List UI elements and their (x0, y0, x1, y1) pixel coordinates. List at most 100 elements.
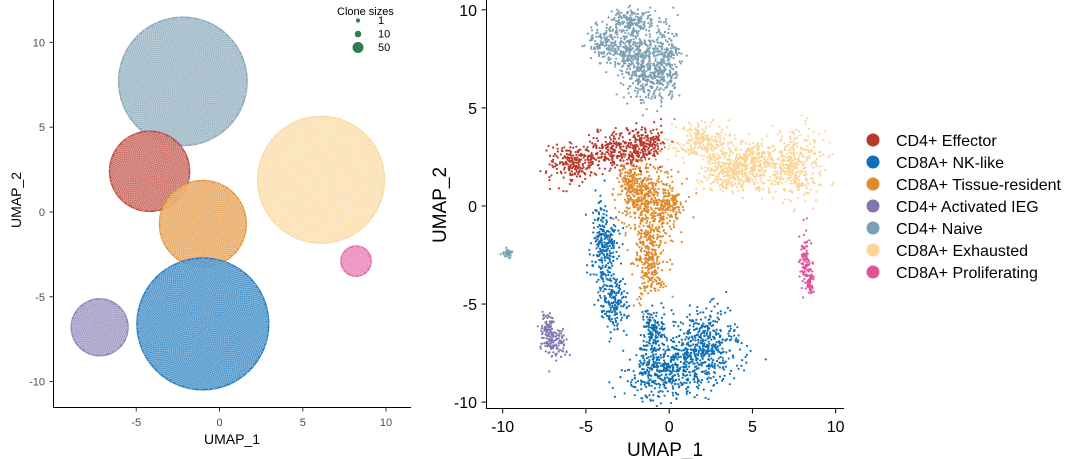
clone-dot (161, 125, 163, 128)
clone-dot (222, 83, 225, 86)
clone-dot (233, 94, 236, 96)
clone-dot (215, 132, 218, 134)
clone-dot (180, 58, 183, 61)
clone-dot (131, 57, 134, 60)
clone-dot (158, 161, 160, 164)
clone-dot (130, 155, 132, 157)
clone-dot (224, 115, 227, 117)
clone-dot (170, 187, 173, 189)
clone-dot (149, 176, 152, 178)
clone-dot (122, 94, 125, 97)
clone-dot (224, 78, 227, 81)
clone-dot (167, 167, 170, 170)
clone-dot (192, 85, 194, 88)
clone-dot (165, 94, 168, 96)
clone-dot (164, 127, 167, 130)
clone-dot (172, 170, 174, 173)
clone-dot (241, 70, 244, 73)
clone-dot (159, 45, 162, 48)
clone-dot (168, 109, 171, 111)
clone-dot (212, 40, 215, 43)
clone-dot (191, 89, 194, 91)
clone-dot (186, 62, 189, 65)
clone-dot (174, 89, 177, 92)
clone-dot (198, 97, 200, 100)
clone-dot (133, 141, 136, 144)
clone-dot (176, 37, 179, 40)
clone-dot (216, 123, 219, 126)
clone-dot (194, 35, 197, 38)
clone-dot (194, 90, 197, 93)
clone-dot (204, 60, 207, 63)
clone-dot (199, 50, 202, 53)
clone-dot (171, 189, 174, 192)
clone-dot (186, 60, 189, 63)
clone-dot (134, 95, 137, 98)
clone-dot (118, 79, 121, 81)
clone-dot (137, 173, 140, 176)
clone-dot (163, 90, 165, 92)
clone-dot (126, 100, 129, 103)
clone-dot (149, 41, 152, 44)
clone-dot (141, 128, 143, 131)
clone-dot (139, 48, 142, 51)
clone-dot (131, 70, 134, 73)
clone-dot (228, 107, 230, 110)
clone-dot (171, 167, 174, 170)
clone-dot (212, 83, 215, 86)
clone-dot (160, 49, 163, 52)
clone-dot (179, 153, 182, 156)
clone-dot (204, 90, 207, 93)
clone-dot (202, 70, 205, 73)
clone-dot (148, 161, 150, 164)
clone-dot (137, 156, 140, 158)
clone-dot (204, 129, 207, 132)
clone-dot (129, 145, 132, 148)
clone-dot (142, 167, 145, 170)
clone-dot (221, 121, 224, 124)
clone-dot (181, 71, 184, 74)
clone-dot (144, 173, 147, 175)
clone-dot (137, 154, 140, 157)
clone-dot (190, 134, 193, 136)
clone-dot (218, 80, 220, 82)
clone-dot (148, 111, 150, 114)
clone-dot (185, 135, 187, 138)
clone-dot (166, 51, 169, 54)
clone-dot (169, 86, 172, 89)
clone-dot (184, 108, 186, 111)
clone-dot (122, 154, 125, 156)
clone-dot (156, 48, 159, 51)
clone-dot (191, 47, 193, 50)
clone-dot (175, 161, 177, 163)
clone-dot (212, 95, 215, 98)
clone-dot (208, 107, 211, 110)
clone-dot (229, 95, 232, 98)
clone-dot (199, 132, 202, 135)
clone-dot (158, 100, 161, 103)
clone-dot (129, 45, 131, 48)
clone-dot (169, 120, 172, 123)
clone-dot (201, 82, 203, 85)
clone-dot (220, 85, 222, 88)
clone-dot (229, 57, 232, 60)
clone-dot (157, 35, 159, 38)
clone-dot (126, 64, 129, 67)
clone-dot (208, 126, 211, 128)
clone-dot (203, 55, 206, 57)
clone-dot (122, 159, 125, 162)
clone-dot (195, 79, 198, 82)
clone-dot (150, 88, 152, 91)
clone-dot (203, 131, 206, 134)
clone-dot (129, 83, 132, 85)
clone-dot (210, 29, 213, 32)
clone-dot (120, 156, 123, 158)
clone-dot (241, 88, 244, 91)
clone-dot (226, 65, 229, 67)
clone-dot (130, 51, 133, 54)
clone-dot (133, 155, 136, 157)
clone-dot (165, 44, 168, 47)
clone-dot (151, 56, 154, 59)
clone-dot (174, 83, 176, 86)
clone-dot (123, 95, 126, 98)
